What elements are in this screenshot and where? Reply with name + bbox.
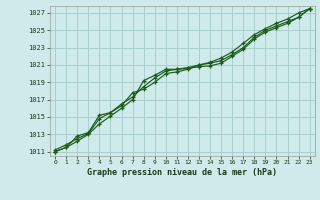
X-axis label: Graphe pression niveau de la mer (hPa): Graphe pression niveau de la mer (hPa): [87, 168, 277, 177]
